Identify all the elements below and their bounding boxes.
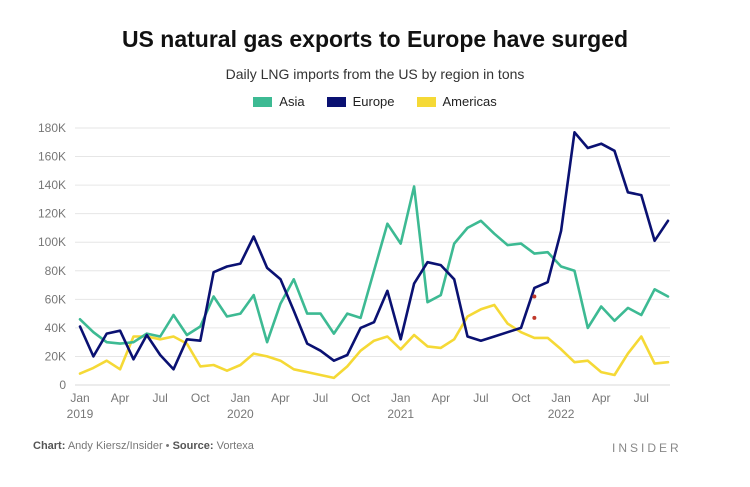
legend-item-europe: Europe (326, 94, 395, 109)
x-tick-label: Jan (551, 391, 570, 405)
footer-source-label: Source: (172, 440, 214, 452)
annotation-dot (532, 294, 537, 299)
y-tick-label: 120K (38, 207, 66, 221)
y-tick-label: 0 (59, 378, 66, 392)
annotation-dot (532, 315, 537, 320)
x-tick-label: Jul (153, 391, 168, 405)
series-line-americas (78, 303, 670, 380)
x-tick-year-label: 2019 (67, 407, 94, 421)
legend-swatch-europe (326, 96, 346, 107)
y-tick-label: 160K (38, 150, 66, 164)
legend-item-asia: Asia (253, 94, 305, 109)
x-tick-label: Apr (111, 391, 130, 405)
legend-swatch-americas (416, 96, 436, 107)
x-tick-year-label: 2022 (548, 407, 575, 421)
x-tick-label: Apr (592, 391, 611, 405)
insider-logo: INSIDER (612, 441, 682, 455)
x-tick-label: Jan (70, 391, 89, 405)
x-tick-label: Jul (634, 391, 649, 405)
legend-item-americas: Americas (416, 94, 497, 109)
footer-chart-credit: Andy Kiersz/Insider (67, 440, 163, 452)
y-tick-label: 60K (45, 292, 66, 306)
series-line-europe (78, 131, 670, 371)
x-tick-label: Oct (351, 391, 370, 405)
legend-label-europe: Europe (352, 94, 395, 109)
x-tick-label: Jul (473, 391, 488, 405)
x-tick-label: Jan (391, 391, 410, 405)
chart-subtitle: Daily LNG imports from the US by region … (225, 66, 525, 82)
series-line-asia (78, 185, 670, 345)
legend: Asia Europe Americas (0, 94, 750, 109)
legend-label-americas: Americas (442, 94, 497, 109)
footer-chart-label: Chart: (33, 440, 66, 452)
footer-source: Vortexa (216, 440, 254, 452)
chart-title: US natural gas exports to Europe have su… (121, 26, 629, 52)
legend-swatch-asia (253, 96, 273, 107)
y-tick-label: 20K (45, 349, 66, 363)
legend-label-asia: Asia (279, 94, 305, 109)
footer-bullet: • (165, 440, 170, 452)
x-tick-label: Apr (271, 391, 290, 405)
y-tick-label: 140K (38, 178, 66, 192)
x-tick-label: Oct (512, 391, 531, 405)
y-tick-label: 80K (45, 264, 66, 278)
x-tick-year-label: 2021 (387, 407, 414, 421)
x-tick-label: Oct (191, 391, 210, 405)
x-tick-label: Jan (231, 391, 250, 405)
y-tick-label: 100K (38, 235, 66, 249)
y-tick-label: 40K (45, 321, 66, 335)
x-tick-label: Jul (313, 391, 328, 405)
x-tick-year-label: 2020 (227, 407, 254, 421)
y-tick-label: 180K (38, 121, 66, 135)
chart-footer: Chart: Andy Kiersz/Insider • Source: Vor… (33, 440, 254, 452)
x-tick-label: Apr (431, 391, 450, 405)
